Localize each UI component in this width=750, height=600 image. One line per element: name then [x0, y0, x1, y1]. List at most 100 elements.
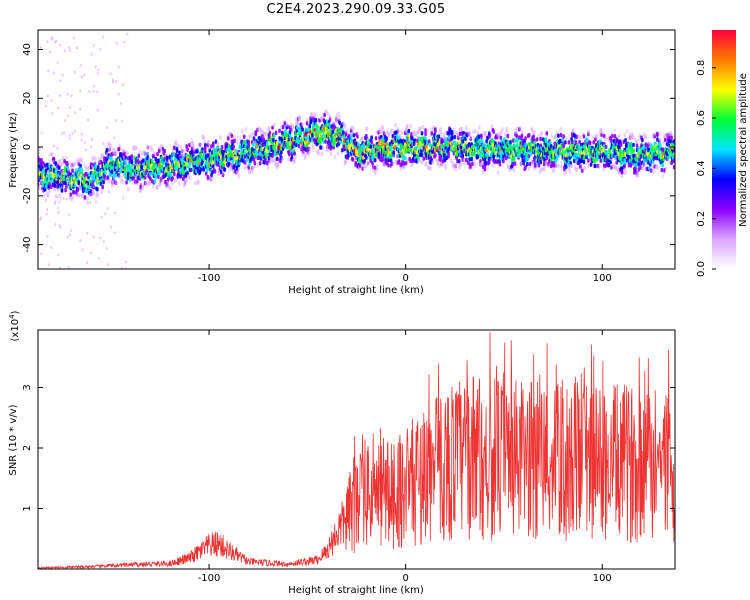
- spectrogram-cell: [208, 148, 212, 153]
- spectrogram-cell: [486, 152, 489, 158]
- spectrogram-cell: [163, 148, 166, 154]
- spectrogram-cell: [388, 133, 391, 138]
- spectrogram-cell: [632, 142, 635, 148]
- spectrogram-cell: [127, 186, 130, 192]
- spectrogram-cell: [401, 170, 404, 175]
- spectrogram-cell: [459, 162, 463, 167]
- spectrogram-cell: [464, 164, 467, 170]
- spectrogram-cell: [467, 127, 471, 133]
- spectrogram-cell: [439, 127, 442, 132]
- spectrogram-cell: [486, 166, 489, 171]
- spectrogram-cell: [546, 124, 549, 129]
- spectrogram-cell: [202, 167, 205, 172]
- spectrogram-cell: [666, 126, 670, 131]
- spectrogram-cell: [42, 152, 45, 158]
- spectrogram-cell: [199, 167, 203, 172]
- spectrogram-cell: [253, 168, 257, 174]
- spectrogram-cell: [346, 149, 350, 154]
- spectrogram-cell: [415, 150, 419, 155]
- spectrogram-cell: [343, 124, 347, 129]
- spectrogram-cell: [539, 160, 542, 165]
- spectrogram-cell: [146, 145, 150, 150]
- spectrogram-cell: [588, 167, 592, 172]
- spectrogram-cell: [512, 167, 516, 173]
- spectrogram-cell: [175, 181, 179, 186]
- spectrogram-cell: [557, 163, 560, 168]
- spectrogram-cell: [288, 152, 291, 157]
- spectrogram-cell: [308, 123, 312, 129]
- spectrogram-cell: [121, 179, 125, 185]
- spectrogram-cell: [542, 166, 546, 172]
- spectrogram-cell: [297, 143, 301, 149]
- spectrogram-cell: [58, 165, 61, 171]
- spectrogram-cell: [111, 183, 114, 188]
- spectrogram-cell: [314, 117, 318, 123]
- spectrogram-cell: [311, 133, 314, 138]
- spectrogram-cell: [237, 174, 241, 179]
- spectrogram-cell: [231, 159, 235, 165]
- spectrogram-cell: [441, 162, 444, 167]
- spectrogram-cell: [623, 132, 626, 137]
- spectrogram-cell: [42, 193, 46, 199]
- spectrogram-cell: [641, 137, 644, 143]
- spectrogram-cell: [404, 160, 408, 166]
- spectrogram-cell: [298, 116, 302, 121]
- spectrogram-cell: [159, 178, 163, 183]
- spectrogram-cell: [376, 169, 380, 175]
- spectrogram-cell: [171, 176, 174, 181]
- spectrogram-cell: [610, 133, 614, 139]
- spectrogram-cell: [86, 196, 89, 201]
- spectrogram-cell: [320, 152, 324, 157]
- spectrogram-cell: [135, 179, 139, 184]
- spectrogram-cell: [114, 179, 118, 185]
- spectrogram-cell: [633, 136, 636, 142]
- spectrogram-cell: [290, 129, 294, 134]
- spectrogram-cell: [129, 172, 133, 178]
- spectrogram-cell: [380, 153, 383, 159]
- spectrogram-cell: [567, 140, 571, 145]
- spectrogram-cell: [454, 166, 457, 172]
- spectrogram-cell: [314, 112, 318, 118]
- spectrogram-cell: [329, 151, 333, 157]
- spectrogram-cell: [473, 128, 477, 134]
- spectrogram-cell: [587, 158, 590, 163]
- spectrogram-cell: [461, 153, 465, 158]
- spectrogram-cell: [562, 143, 565, 149]
- spectrogram-cell: [381, 126, 385, 131]
- spectrogram-cell: [453, 140, 457, 146]
- spectrogram-cell: [126, 190, 129, 196]
- spectrogram-cell: [613, 134, 617, 139]
- spectrogram-cell: [638, 157, 642, 163]
- spectrogram-cell: [227, 136, 230, 141]
- spectrogram-cell: [623, 163, 626, 168]
- spectrogram-cell: [158, 148, 161, 154]
- spectrogram-cell: [72, 190, 75, 195]
- spectrogram-cell: [324, 139, 327, 144]
- spectrogram-cell: [472, 167, 475, 172]
- spectrogram-cell: [609, 159, 612, 165]
- spectrogram-cell: [281, 161, 285, 166]
- spectrogram-cell: [450, 131, 454, 136]
- spectrogram-cell: [649, 174, 652, 179]
- spectrogram-cell: [268, 130, 272, 136]
- spectrogram-cell: [198, 142, 202, 148]
- spectrogram-cell: [489, 158, 493, 163]
- spectrogram-cell: [334, 117, 338, 122]
- spectrogram-cell: [105, 147, 109, 153]
- spectrogram-cell: [148, 181, 151, 186]
- spectrogram-cell: [80, 157, 83, 163]
- spectrogram-cell: [664, 137, 667, 143]
- spectrogram-cell: [281, 125, 285, 130]
- spectrogram-cell: [242, 134, 246, 139]
- spectrogram-cell: [251, 132, 255, 137]
- spectrogram-cell: [280, 150, 283, 155]
- spectrogram-cell: [287, 157, 290, 162]
- spectrogram-cell: [183, 181, 187, 187]
- spectrogram-cell: [135, 146, 138, 151]
- spectrogram-cell: [509, 140, 512, 145]
- spectrogram-cell: [337, 111, 341, 116]
- spectrogram-cell: [116, 184, 120, 189]
- spectrogram-cell: [275, 156, 279, 162]
- spectrogram-cell: [154, 189, 158, 195]
- spectrogram-cell: [233, 138, 236, 143]
